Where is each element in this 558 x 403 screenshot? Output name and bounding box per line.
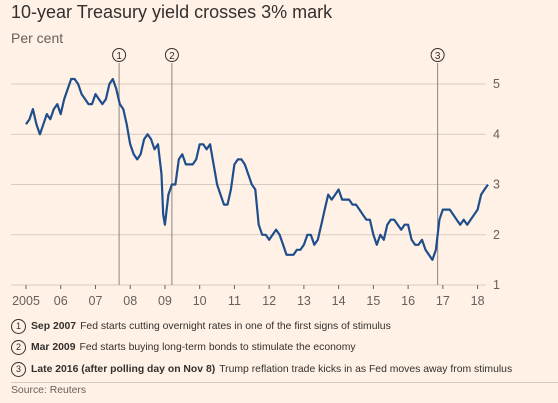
note-text-1: Fed starts cutting overnight rates in on… — [80, 320, 391, 332]
annotation-marker-circle-3 — [430, 48, 445, 62]
note-marker-1: 1 — [11, 318, 26, 334]
annotation-marker-circle-2 — [164, 48, 179, 62]
annotation-marker-circle-1 — [112, 48, 127, 62]
note-marker-3: 3 — [11, 361, 26, 377]
x-tick-label-2005: 2005 — [12, 294, 40, 308]
series-line-0 — [25, 77, 489, 261]
source-note: Source: Reuters — [11, 385, 87, 396]
annotation-marker-1: 1 — [116, 51, 122, 62]
note-label-2: Mar 2009 — [31, 342, 76, 353]
note-label-1: Sep 2007 — [31, 320, 77, 332]
chart-title: 10-year Treasury yield crosses 3% mark — [11, 2, 333, 22]
x-tick-label-08: 08 — [123, 294, 137, 308]
y-tick-label-4: 4 — [493, 127, 500, 141]
x-tick-label-11: 11 — [228, 294, 241, 308]
note-text-2: Fed starts buying long-term bonds to sti… — [79, 342, 356, 353]
annotation-marker-3: 3 — [435, 51, 441, 62]
y-tick-label-3: 3 — [493, 178, 500, 192]
note-text-3: Trump reflation trade kicks in as Fed mo… — [219, 363, 513, 375]
x-tick-label-06: 06 — [54, 294, 68, 308]
x-tick-label-14: 14 — [332, 294, 346, 308]
x-tick-label-15: 15 — [366, 294, 380, 308]
note-label-3: Late 2016 (after polling day on Nov 8) — [31, 363, 216, 375]
x-tick-label-16: 16 — [401, 294, 415, 308]
y-tick-label-2: 2 — [493, 228, 500, 242]
annotation-marker-2: 2 — [169, 51, 175, 62]
annotation-note-3: 3 Late 2016 (after polling day on Nov 8)… — [11, 359, 558, 379]
x-tick-label-09: 09 — [158, 294, 172, 308]
annotation-notes: 1 Sep 2007 Fed starts cutting overnight … — [11, 316, 558, 381]
x-tick-label-18: 18 — [471, 294, 485, 308]
x-tick-label-17: 17 — [436, 294, 450, 308]
y-tick-label-1: 1 — [493, 278, 500, 292]
y-tick-label-5: 5 — [493, 77, 500, 91]
x-tick-label-12: 12 — [262, 294, 276, 308]
x-tick-label-13: 13 — [297, 294, 311, 308]
x-tick-label-10: 10 — [193, 294, 207, 308]
y-axis-unit-label: Per cent — [11, 30, 64, 46]
note-marker-2: 2 — [11, 340, 26, 355]
x-tick-label-07: 07 — [89, 294, 103, 308]
annotation-note-1: 1 Sep 2007 Fed starts cutting overnight … — [11, 316, 558, 336]
annotation-note-2: 2 Mar 2009 Fed starts buying long-term b… — [11, 338, 558, 358]
footer-divider — [11, 382, 558, 383]
